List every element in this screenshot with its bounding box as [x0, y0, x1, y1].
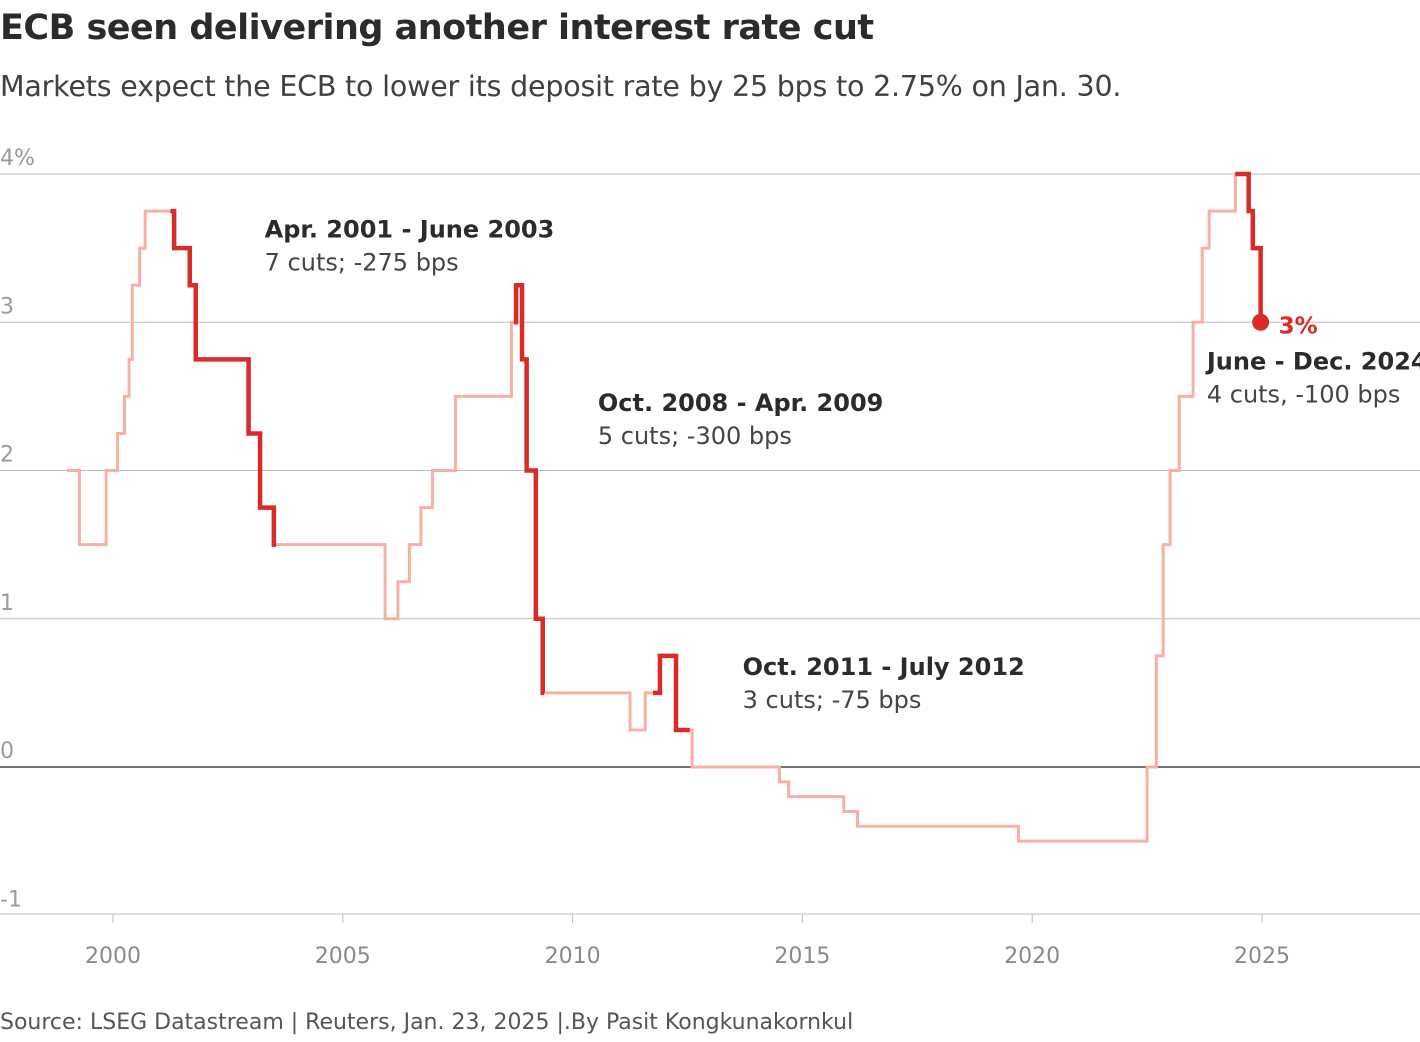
chart-title: ECB seen delivering another interest rat… [0, 8, 874, 48]
series-layer [67, 171, 1270, 843]
rate-cut-highlight [653, 653, 690, 733]
axis-layer: 4% 3 2 1 0 -1 2000 2005 2010 2015 2020 2025 [0, 146, 1420, 969]
y-tick-label: 2 [0, 443, 14, 468]
annotation-title: Oct. 2011 - July 2012 [743, 653, 1025, 681]
annotation-detail: 3 cuts; -75 bps [743, 686, 922, 714]
annotation-detail: 7 cuts; -275 bps [265, 249, 459, 277]
x-tick-label: 2005 [315, 944, 371, 969]
end-value-label: 3% [1279, 313, 1318, 339]
annotation-title: Apr. 2001 - June 2003 [265, 216, 555, 244]
x-tick-label: 2020 [1004, 944, 1060, 969]
rate-chart: 4% 3 2 1 0 -1 2000 2005 2010 2015 2020 2025 3% Apr. … [0, 146, 1420, 969]
x-tick-label: 2015 [774, 944, 830, 969]
source-note: Source: LSEG Datastream | Reuters, Jan. … [0, 1010, 854, 1035]
rate-cut-highlight [513, 282, 545, 696]
y-tick-label: 3 [0, 294, 14, 319]
y-tick-label: -1 [0, 887, 22, 912]
end-point-marker [1252, 313, 1270, 331]
rate-cut-highlight [1235, 171, 1263, 323]
x-tick-label: 2025 [1234, 944, 1290, 969]
annotation-layer: 3% Apr. 2001 - June 2003 7 cuts; -275 bps O… [265, 216, 1420, 714]
x-tick-label: 2010 [545, 944, 601, 969]
y-tick-label: 1 [0, 591, 14, 616]
grid-layer [0, 173, 1420, 768]
annotation-title: Oct. 2008 - Apr. 2009 [598, 389, 883, 417]
rate-cut-highlight [170, 208, 277, 547]
x-tick-label: 2000 [85, 944, 141, 969]
rate-line-full [67, 172, 1263, 843]
annotation-detail: 4 cuts, -100 bps [1207, 381, 1401, 409]
annotation-title: June - Dec. 2024 [1205, 348, 1420, 376]
y-tick-label: 4% [0, 146, 35, 171]
annotation-detail: 5 cuts; -300 bps [598, 422, 792, 450]
y-tick-label: 0 [0, 739, 14, 764]
chart-subtitle: Markets expect the ECB to lower its depo… [0, 70, 1122, 103]
